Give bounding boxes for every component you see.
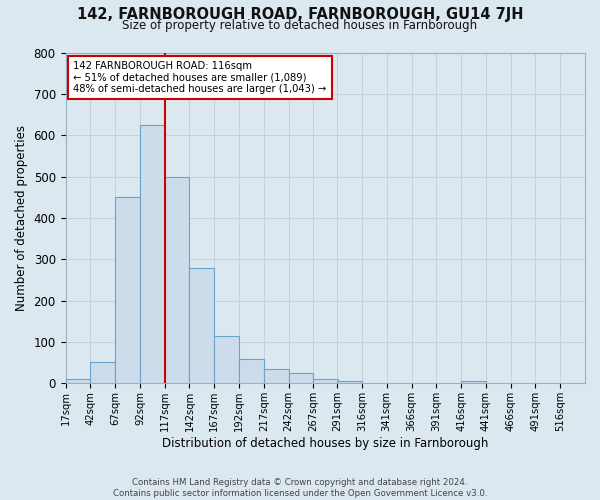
Text: Size of property relative to detached houses in Farnborough: Size of property relative to detached ho… (122, 19, 478, 32)
Bar (164, 176, 190, 384)
Y-axis label: Number of detached properties: Number of detached properties (15, 125, 28, 311)
Bar (140, 125, 164, 384)
Bar (264, 369, 289, 384)
Bar (337, 382, 362, 384)
Bar (91, 362, 115, 384)
Bar (289, 373, 313, 384)
Bar (65, 380, 91, 384)
Text: 142 FARNBOROUGH ROAD: 116sqm
← 51% of detached houses are smaller (1,089)
48% of: 142 FARNBOROUGH ROAD: 116sqm ← 51% of de… (73, 61, 326, 94)
Bar (239, 358, 264, 384)
Text: 142, FARNBOROUGH ROAD, FARNBOROUGH, GU14 7JH: 142, FARNBOROUGH ROAD, FARNBOROUGH, GU14… (77, 8, 523, 22)
Bar (115, 198, 140, 384)
Bar (313, 380, 338, 384)
Bar (214, 336, 239, 384)
Bar (461, 382, 486, 384)
Text: Contains HM Land Registry data © Crown copyright and database right 2024.
Contai: Contains HM Land Registry data © Crown c… (113, 478, 487, 498)
X-axis label: Distribution of detached houses by size in Farnborough: Distribution of detached houses by size … (162, 437, 488, 450)
Bar (190, 268, 214, 384)
